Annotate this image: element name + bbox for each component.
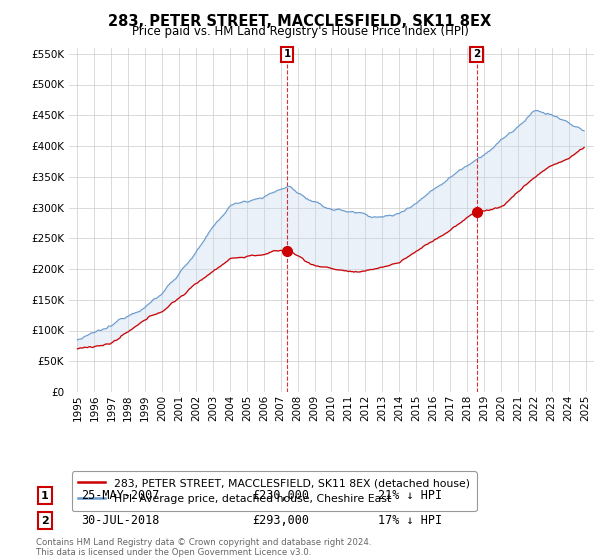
Text: 2: 2	[473, 49, 480, 59]
Text: 1: 1	[41, 491, 49, 501]
Text: 17% ↓ HPI: 17% ↓ HPI	[378, 514, 442, 528]
Legend: 283, PETER STREET, MACCLESFIELD, SK11 8EX (detached house), HPI: Average price, : 283, PETER STREET, MACCLESFIELD, SK11 8E…	[72, 472, 476, 511]
Text: 2: 2	[41, 516, 49, 526]
Text: £293,000: £293,000	[252, 514, 309, 528]
Text: 1: 1	[284, 49, 291, 59]
Text: 21% ↓ HPI: 21% ↓ HPI	[378, 489, 442, 502]
Text: 30-JUL-2018: 30-JUL-2018	[81, 514, 160, 528]
Text: 25-MAY-2007: 25-MAY-2007	[81, 489, 160, 502]
Text: £230,000: £230,000	[252, 489, 309, 502]
Text: Price paid vs. HM Land Registry's House Price Index (HPI): Price paid vs. HM Land Registry's House …	[131, 25, 469, 38]
Text: Contains HM Land Registry data © Crown copyright and database right 2024.
This d: Contains HM Land Registry data © Crown c…	[36, 538, 371, 557]
Text: 283, PETER STREET, MACCLESFIELD, SK11 8EX: 283, PETER STREET, MACCLESFIELD, SK11 8E…	[109, 14, 491, 29]
